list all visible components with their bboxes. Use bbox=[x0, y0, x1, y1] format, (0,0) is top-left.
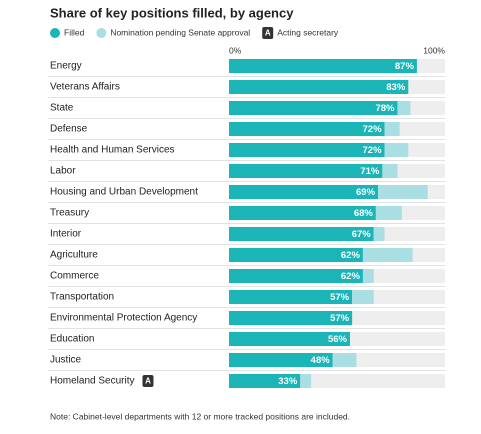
value-label: 48% bbox=[311, 355, 331, 366]
category-label: Defense bbox=[50, 124, 88, 135]
category-label: State bbox=[50, 103, 74, 114]
note: Note: Cabinet-level departments with 12 … bbox=[50, 411, 350, 421]
acting-badge-label: A bbox=[145, 377, 151, 386]
value-label: 69% bbox=[356, 187, 376, 198]
x-tick-label: 0% bbox=[229, 45, 242, 55]
category-label: Commerce bbox=[50, 271, 99, 282]
category-label: Agriculture bbox=[50, 250, 98, 261]
bar-segment bbox=[229, 122, 385, 136]
bar-segment bbox=[378, 185, 428, 199]
value-label: 57% bbox=[330, 292, 350, 303]
acting-badge bbox=[142, 375, 154, 387]
bar-segment bbox=[362, 248, 413, 262]
bar-segment bbox=[384, 122, 400, 136]
bar-segment bbox=[229, 290, 353, 304]
value-label: 33% bbox=[278, 376, 298, 387]
category-label: Veterans Affairs bbox=[50, 82, 120, 93]
legend-swatch bbox=[50, 28, 60, 38]
value-label: 56% bbox=[328, 334, 348, 345]
bar-segment bbox=[229, 227, 374, 241]
chart-title: Share of key positions filled, by agency bbox=[50, 5, 294, 20]
category-label: Energy bbox=[50, 61, 82, 72]
value-label: 71% bbox=[360, 166, 380, 177]
category-label: Health and Human Services bbox=[50, 145, 175, 156]
bar-segment bbox=[229, 332, 350, 346]
bar-segment bbox=[352, 290, 374, 304]
bar-segment bbox=[229, 248, 363, 262]
legend-label: Filled bbox=[64, 27, 85, 37]
bar-segment bbox=[229, 374, 301, 388]
bar-segment bbox=[382, 164, 398, 178]
bar-segment bbox=[229, 206, 376, 220]
value-label: 72% bbox=[363, 124, 383, 135]
x-tick-label: 100% bbox=[423, 45, 445, 55]
bar-segment bbox=[229, 353, 333, 367]
value-label: 68% bbox=[354, 208, 374, 219]
bar-segment bbox=[229, 101, 398, 115]
value-label: 78% bbox=[375, 103, 395, 114]
bar-segment bbox=[229, 80, 409, 94]
legend-label: Acting secretary bbox=[277, 27, 339, 37]
category-label: Justice bbox=[50, 355, 82, 366]
bar-segment bbox=[373, 227, 385, 241]
value-label: 67% bbox=[352, 229, 372, 240]
bar-segment bbox=[229, 59, 417, 73]
value-label: 83% bbox=[386, 82, 406, 93]
bar-segment bbox=[332, 353, 357, 367]
category-label: Homeland Security bbox=[50, 376, 134, 387]
value-label: 57% bbox=[330, 313, 350, 324]
category-label: Environmental Protection Agency bbox=[50, 313, 197, 324]
bar-segment bbox=[229, 311, 353, 325]
acting-badge bbox=[262, 27, 274, 39]
category-label: Labor bbox=[50, 166, 76, 177]
category-label: Treasury bbox=[50, 208, 89, 219]
bar-segment bbox=[229, 164, 383, 178]
legend-swatch bbox=[96, 28, 107, 38]
legend-label: Nomination pending Senate approval bbox=[110, 27, 250, 37]
category-label: Education bbox=[50, 334, 94, 345]
bar-segment bbox=[362, 269, 374, 283]
bar-segment bbox=[300, 374, 312, 388]
acting-badge-label: A bbox=[265, 29, 271, 38]
category-label: Interior bbox=[50, 229, 82, 240]
bar-segment bbox=[397, 101, 411, 115]
value-label: 62% bbox=[341, 250, 361, 261]
bar-segment bbox=[229, 185, 379, 199]
bar-segment bbox=[375, 206, 402, 220]
category-label: Housing and Urban Development bbox=[50, 187, 198, 198]
value-label: 62% bbox=[341, 271, 361, 282]
value-label: 72% bbox=[363, 145, 383, 156]
category-label: Transportation bbox=[50, 292, 114, 303]
bar-segment bbox=[384, 143, 409, 157]
value-label: 87% bbox=[395, 61, 415, 72]
bar-segment bbox=[229, 269, 363, 283]
bar-segment bbox=[229, 143, 385, 157]
